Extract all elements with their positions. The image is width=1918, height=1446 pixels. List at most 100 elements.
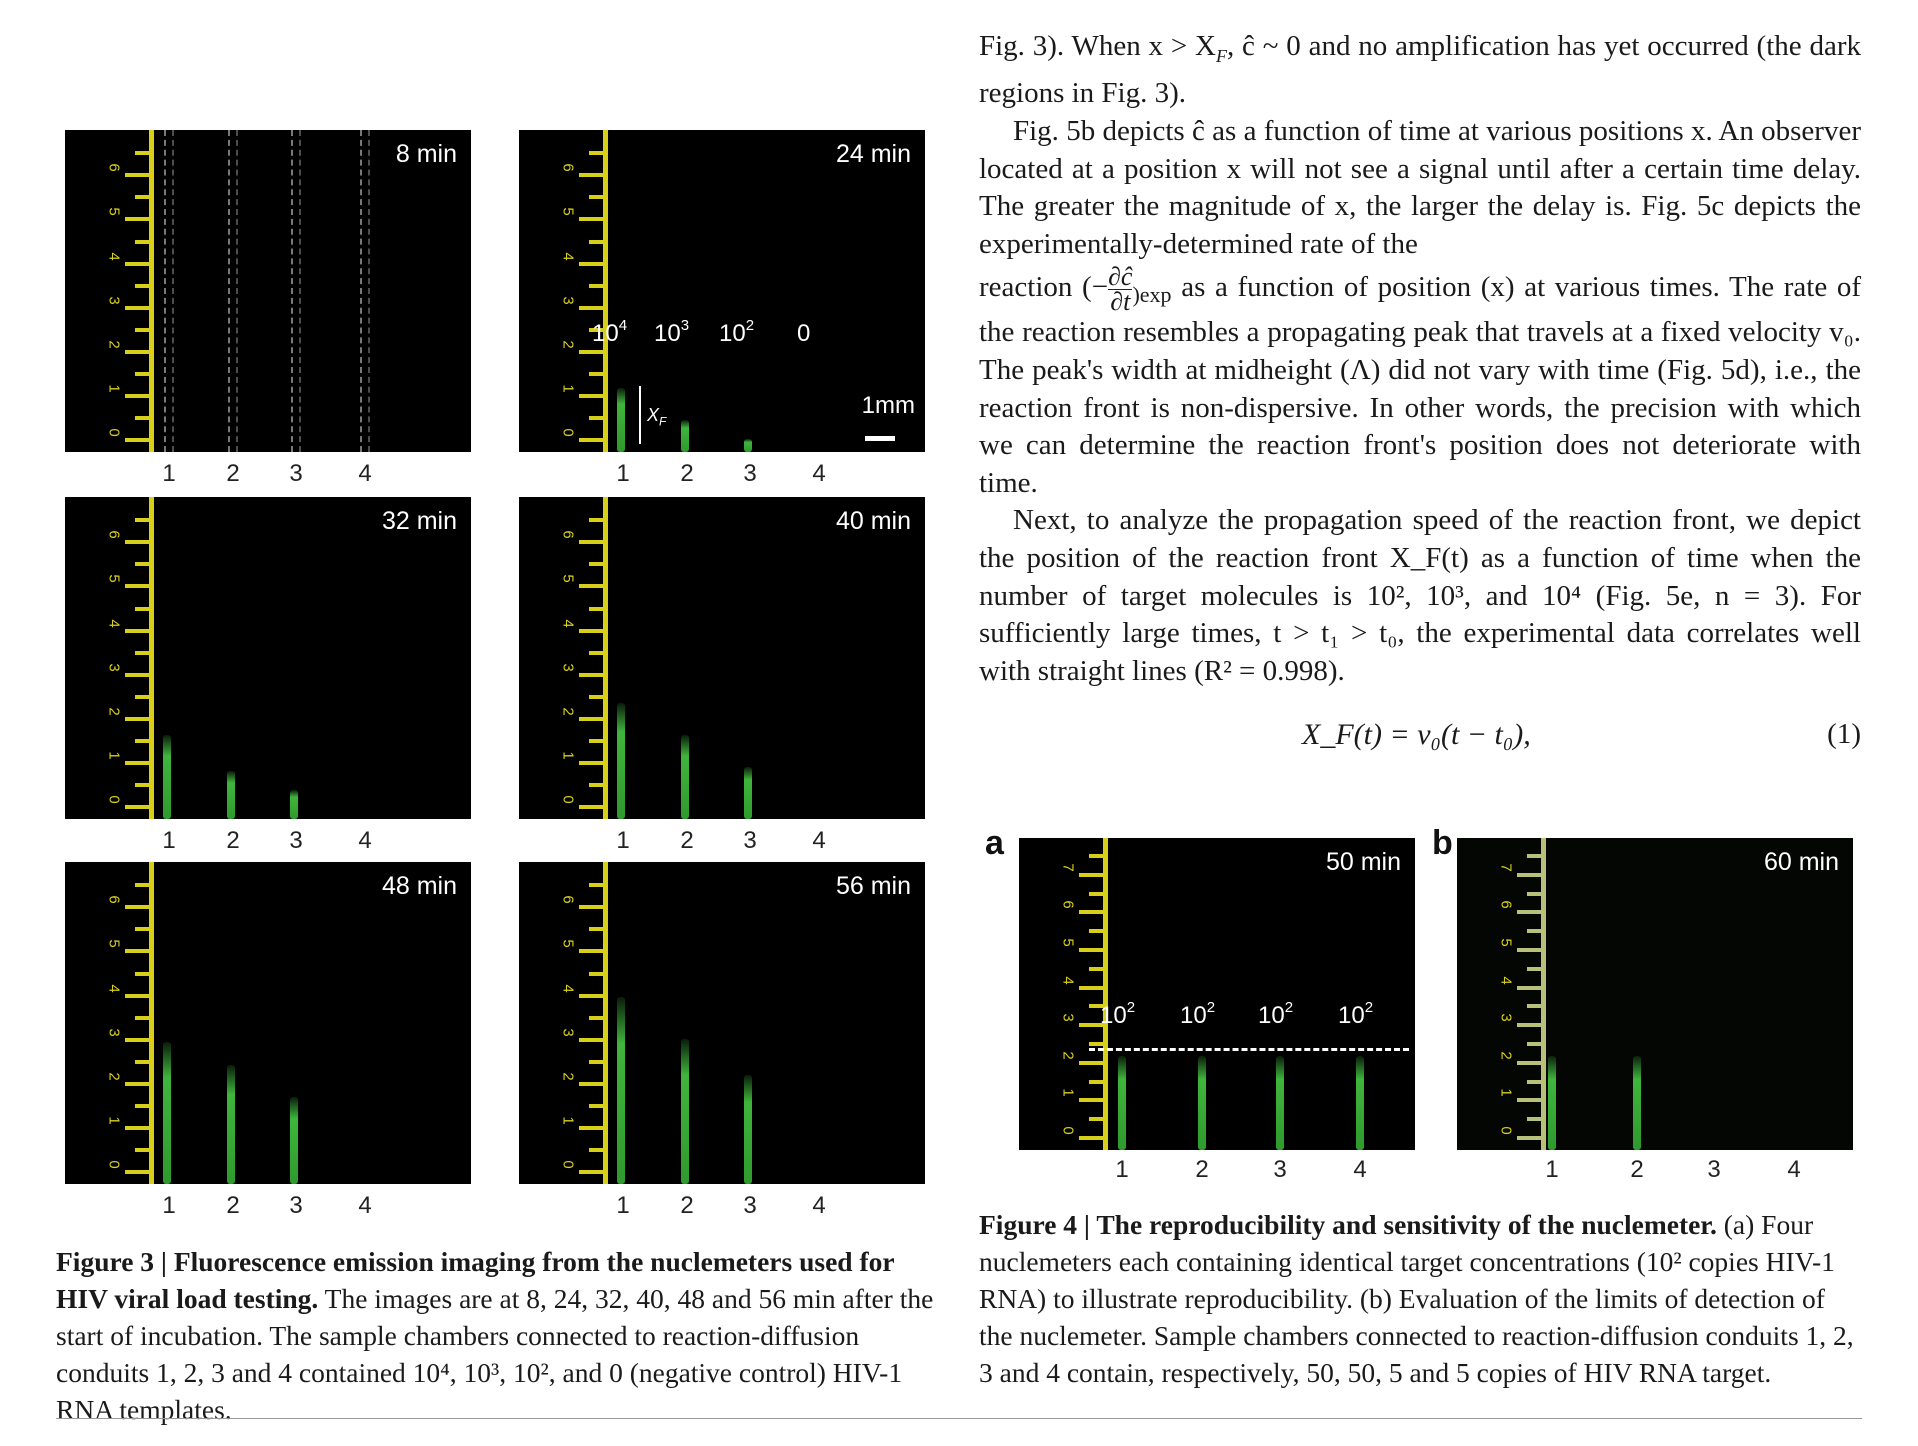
ruler-number: 5 xyxy=(559,574,577,584)
ruler-tick xyxy=(135,738,151,743)
fluorescence-band xyxy=(1633,1056,1641,1150)
ruler-number: 4 xyxy=(559,251,577,261)
ruler-number: 2 xyxy=(105,707,123,716)
ruler: 0 1 2 3 4 5 6 xyxy=(106,862,154,1184)
ruler-number: 0 xyxy=(559,1160,577,1169)
concentration-base: 10 xyxy=(1338,1002,1365,1029)
ruler-tick xyxy=(1079,1098,1105,1103)
concentration-exponent: 2 xyxy=(745,317,755,334)
concentration-exponent: 4 xyxy=(618,317,628,334)
concentration-exponent: 2 xyxy=(1126,999,1136,1016)
ruler-number: 4 xyxy=(559,983,577,993)
ruler-tick xyxy=(1089,929,1105,934)
ruler-tick xyxy=(1527,1079,1543,1084)
lane-number: 3 xyxy=(289,1192,303,1219)
ruler-tick xyxy=(1089,891,1105,896)
ruler-tick xyxy=(135,782,151,787)
fig3-panel: 0 1 2 3 4 5 6 32 min xyxy=(65,497,471,819)
ruler-tick xyxy=(1527,854,1543,859)
ruler-number: 6 xyxy=(105,163,123,172)
figure-4-caption-text: (a) Four nuclemeters each containing ide… xyxy=(979,1209,1854,1388)
ruler-tick xyxy=(135,239,151,244)
figure-3-caption-title: Figure 3 | Fluorescence emission imaging… xyxy=(56,1246,895,1314)
xf-base: X xyxy=(647,405,660,425)
ruler-number: 3 xyxy=(105,295,123,305)
ruler-tick xyxy=(135,518,151,523)
ruler-tick xyxy=(125,393,151,398)
ruler-number: 3 xyxy=(559,662,577,672)
fluorescence-band xyxy=(744,1074,752,1184)
ruler-tick xyxy=(579,540,605,545)
ruler-spine xyxy=(603,862,608,1184)
xf-arrow xyxy=(639,386,641,444)
fig3-panel: 0 1 2 3 4 5 6 24 min 104 103 102 0 XF 1mm xyxy=(519,130,925,452)
ruler-number: 1 xyxy=(559,1116,577,1125)
figure-4-caption: Figure 4 | The reproducibility and sensi… xyxy=(979,1206,1863,1391)
ruler-tick xyxy=(1527,1004,1543,1009)
ruler-tick xyxy=(589,239,605,244)
ruler-spine xyxy=(603,130,608,452)
lane-number-row: 1 2 3 4 xyxy=(1457,1156,1853,1184)
ruler-number: 0 xyxy=(105,428,123,437)
ruler-tick xyxy=(579,1037,605,1042)
scale-bar xyxy=(865,436,895,441)
concentration-label: 102 xyxy=(1180,999,1215,1030)
ruler: 0 1 2 3 4 5 6 xyxy=(105,497,154,819)
ruler-number: 5 xyxy=(559,207,577,217)
ruler-number: 6 xyxy=(559,530,577,539)
ruler-tick xyxy=(589,694,605,699)
paragraph-3: Next, to analyze the propagation speed o… xyxy=(979,504,1861,687)
ruler-tick xyxy=(579,905,605,910)
ruler-tick xyxy=(135,883,151,888)
lane-number: 3 xyxy=(289,460,303,487)
ruler-number: 7 xyxy=(1497,863,1515,872)
ruler-number: 0 xyxy=(559,795,577,804)
ruler-tick xyxy=(135,415,151,420)
ruler-tick xyxy=(135,1059,151,1064)
lane-number: 4 xyxy=(812,827,826,854)
scale-bar-label: 1mm xyxy=(861,392,915,419)
ruler-tick xyxy=(589,782,605,787)
concentration-base: 10 xyxy=(1100,1002,1127,1029)
ruler-spine xyxy=(1103,838,1108,1150)
lane-number: 4 xyxy=(358,827,372,854)
lane-number: 1 xyxy=(616,1192,630,1219)
ruler-tick xyxy=(589,606,605,611)
ruler-number: 3 xyxy=(559,1027,577,1037)
ruler-number: 1 xyxy=(1059,1088,1077,1098)
ruler-tick xyxy=(589,650,605,655)
ruler-tick xyxy=(579,349,605,354)
ruler-tick xyxy=(1517,872,1543,877)
ruler-tick xyxy=(579,993,605,998)
panel-time-label: 50 min xyxy=(1325,848,1401,876)
ruler-tick xyxy=(135,1147,151,1152)
xf-sub: F xyxy=(659,414,667,429)
ruler: 0 1 2 3 4 5 6 7 xyxy=(1059,838,1108,1150)
panel-time-label: 48 min xyxy=(381,872,457,900)
panel-time-label: 60 min xyxy=(1763,848,1839,876)
concentration-exponent: 2 xyxy=(1284,999,1294,1016)
ruler-number: 6 xyxy=(559,895,577,904)
ruler-number: 5 xyxy=(105,574,123,584)
ruler-tick xyxy=(125,993,151,998)
lane-number: 2 xyxy=(226,827,240,854)
ruler-tick xyxy=(1527,929,1543,934)
panel-letter: a xyxy=(985,824,1004,862)
ruler-tick xyxy=(135,927,151,932)
ruler-tick xyxy=(125,173,151,178)
panel-time-label: 32 min xyxy=(381,507,457,535)
concentration-label: 102 xyxy=(1258,999,1294,1030)
ruler-spine xyxy=(1541,838,1546,1150)
ruler-tick xyxy=(135,650,151,655)
ruler-tick xyxy=(1527,891,1543,896)
ruler-tick xyxy=(589,518,605,523)
ruler-number: 3 xyxy=(559,295,577,305)
ruler-tick xyxy=(125,540,151,545)
body-text: Fig. 3). When x > XF, ĉ ~ 0 and no ampli… xyxy=(979,28,1861,690)
paragraph-2-cont: reaction (− ∂ĉ ∂t)exp as a function of pos… xyxy=(979,262,1862,499)
footer-rule xyxy=(56,1418,1862,1419)
ruler-tick xyxy=(579,1125,605,1130)
fluorescence-band xyxy=(1276,1056,1284,1150)
ruler-number: 0 xyxy=(1059,1126,1077,1135)
lane-number: 2 xyxy=(1630,1156,1644,1183)
